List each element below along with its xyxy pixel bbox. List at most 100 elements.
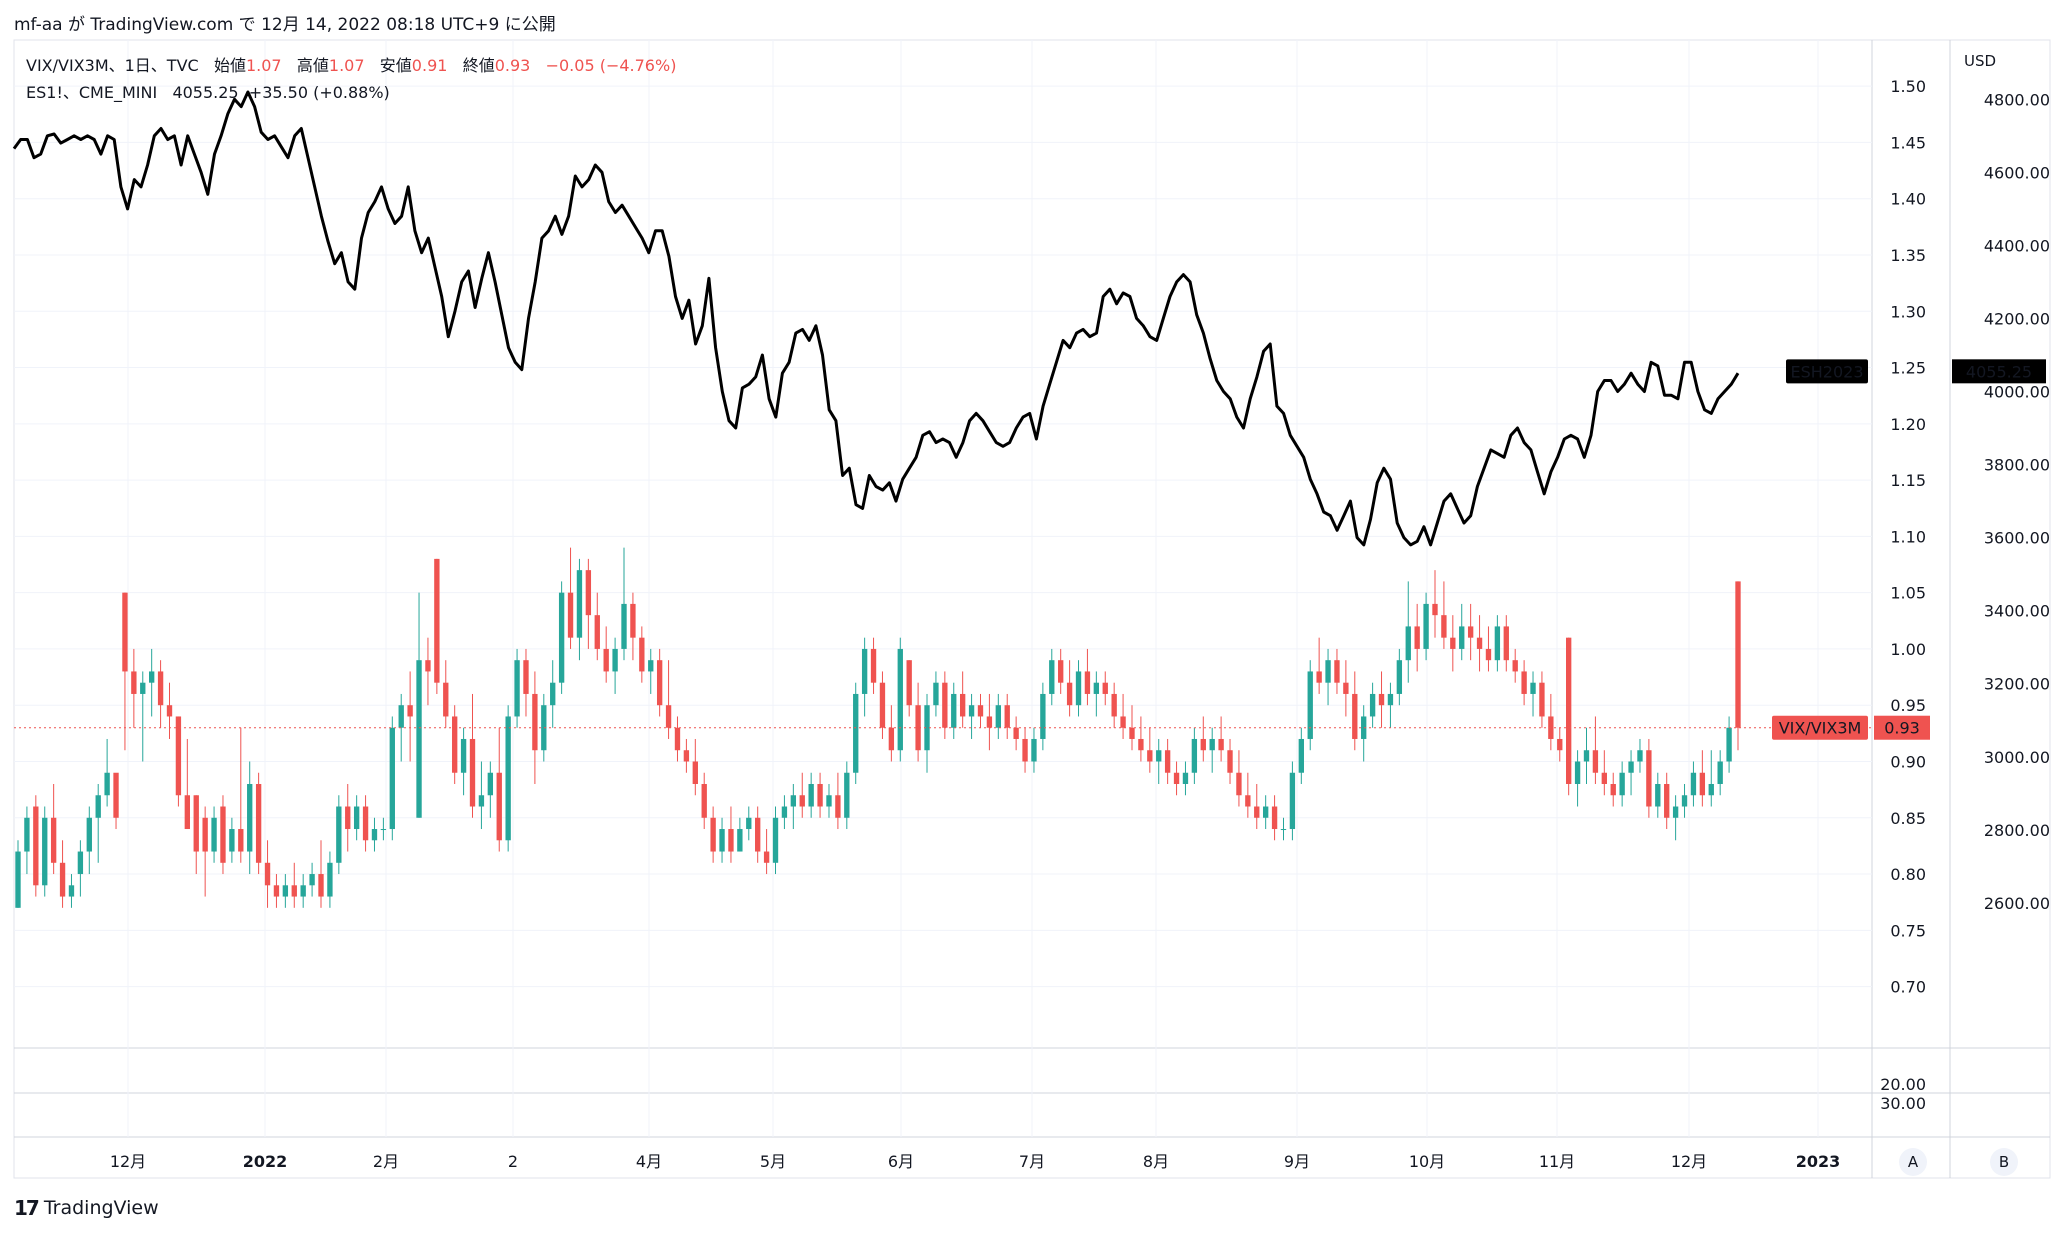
usd-axis-tick: 4600.00 [1984, 163, 2050, 182]
es-price-line[interactable] [12, 90, 1740, 547]
candle-body [1280, 829, 1287, 831]
candle-body [1022, 738, 1028, 762]
usd-axis-unit: USD [1964, 52, 1996, 70]
candle-body [933, 682, 939, 706]
legend-low-value: 0.91 [411, 56, 448, 75]
tradingview-logo-icon: 17 [14, 1196, 40, 1220]
candle-body [238, 829, 244, 852]
auto-scale-button[interactable]: A [1899, 1148, 1927, 1176]
candle-body [1664, 784, 1670, 818]
candle-body [478, 795, 485, 807]
usd-axis-tick: 3600.00 [1984, 529, 2050, 548]
candle-body [968, 705, 975, 717]
candle-body [264, 862, 271, 886]
usd-axis-tick: 4000.00 [1984, 383, 2050, 402]
candle-body [763, 851, 770, 863]
candle-body [1066, 682, 1073, 706]
candle-body [33, 806, 39, 886]
candle-body [719, 829, 725, 852]
candle-body [959, 693, 966, 717]
usd-axis-tick: 3000.00 [1984, 748, 2050, 767]
candle-body [621, 603, 627, 649]
candle-body [407, 705, 413, 717]
legend-change: −0.05 (−4.76%) [545, 56, 677, 75]
candle-body [906, 660, 912, 706]
candle-body [1058, 660, 1064, 683]
candle-body [558, 592, 565, 683]
candle-body [1316, 671, 1322, 683]
last-value-badge-label: 4055.25 [1966, 362, 2032, 381]
candle-body [532, 693, 538, 751]
candle-body [1672, 806, 1679, 818]
candle-body [229, 829, 235, 852]
series-name-badge-label: VIX/VIX3M [1779, 719, 1862, 738]
candle-body [648, 660, 654, 672]
candle-body [1378, 693, 1385, 706]
candle-body [1209, 738, 1215, 751]
candle-body [389, 727, 395, 830]
scale-b-button[interactable]: B [1990, 1148, 2018, 1176]
ratio-axis-tick: 0.85 [1890, 809, 1926, 828]
candle-body [1467, 626, 1474, 638]
candle-body [1485, 648, 1492, 661]
legend-es-futures[interactable]: ES1!、CME_MINI 4055.25 +35.50 (+0.88%) [26, 79, 390, 103]
time-axis-tick: 2月 [373, 1152, 399, 1171]
candle-body [1637, 750, 1643, 762]
time-axis-tick: 8月 [1143, 1152, 1169, 1171]
usd-axis-tick: 3800.00 [1984, 456, 2050, 475]
candle-body [1690, 772, 1697, 796]
legend-vix-ratio[interactable]: VIX/VIX3M、1日、TVC 始値1.07 高値1.07 安値0.91 終値… [26, 52, 676, 76]
usd-axis-tick: 4200.00 [1984, 309, 2050, 328]
candle-body [630, 603, 636, 638]
ratio-axis-tick: 1.10 [1890, 527, 1926, 546]
candle-body [50, 817, 57, 863]
candle-body [1120, 716, 1126, 728]
candle-body [211, 817, 217, 852]
candle-body [1387, 693, 1394, 706]
candle-body [273, 885, 280, 897]
candle-body [1414, 626, 1420, 649]
ratio-axis-tick: 1.15 [1890, 471, 1926, 490]
candle-body [434, 558, 440, 683]
candle-body [255, 784, 262, 863]
publish-info: mf-aa が TradingView.com で 12月 14, 2022 0… [14, 15, 556, 35]
candle-body [425, 660, 431, 672]
candle-body [59, 862, 66, 897]
lower-pane-tick: 20.00 [1880, 1075, 1926, 1094]
candle-body [1646, 750, 1652, 807]
candle-body [175, 716, 182, 796]
candle-body [835, 795, 841, 818]
candle-body [1343, 682, 1349, 694]
legend-overlay-symbol: ES1!、CME_MINI [26, 83, 158, 102]
candle-body [15, 851, 21, 908]
candle-body [1182, 772, 1189, 784]
candle-body [1352, 693, 1358, 739]
candle-body [995, 705, 1001, 728]
candle-body [202, 817, 208, 852]
candle-body [683, 750, 690, 762]
ratio-axis-tick: 0.80 [1890, 865, 1926, 884]
candle-body [1307, 671, 1313, 739]
candle-body [585, 570, 592, 616]
ratio-axis-tick: 1.40 [1890, 190, 1926, 209]
candle-body [505, 716, 511, 841]
candle-body [1450, 637, 1456, 649]
candle-body [318, 874, 324, 897]
candle-body [220, 806, 226, 863]
brand-name: TradingView [43, 1197, 159, 1219]
candle-body [1289, 772, 1296, 830]
candle-body [541, 705, 547, 751]
ratio-axis-tick: 0.75 [1890, 921, 1926, 940]
candle-body [1557, 738, 1563, 751]
candle-body [1004, 705, 1010, 728]
ratio-axis-tick: 1.30 [1890, 302, 1926, 321]
candle-body [1129, 727, 1135, 739]
candle-body [1619, 772, 1625, 796]
candle-body [1459, 626, 1465, 649]
candle-body [1254, 806, 1260, 818]
ratio-axis-tick: 1.45 [1890, 133, 1926, 152]
candle-body [380, 829, 387, 831]
candle-body [1164, 750, 1171, 773]
candle-body [888, 727, 895, 751]
